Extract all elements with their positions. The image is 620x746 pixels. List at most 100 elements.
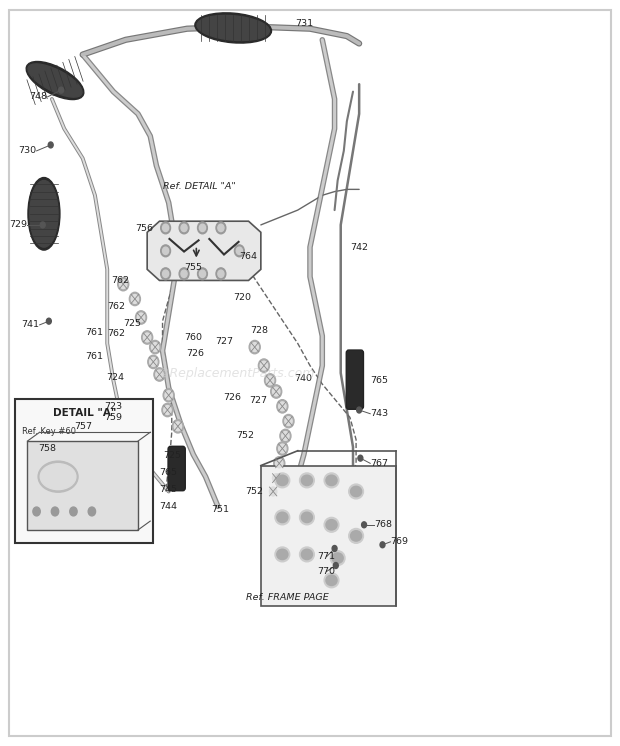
Text: 726: 726 [223,393,241,402]
Circle shape [174,422,182,430]
Text: Ref. Key #60: Ref. Key #60 [22,427,76,436]
Text: 769: 769 [391,537,409,546]
Circle shape [181,270,187,278]
Circle shape [268,485,278,498]
Text: 764: 764 [239,251,257,260]
Circle shape [276,459,283,468]
Circle shape [162,247,169,254]
Circle shape [70,507,77,516]
Text: 761: 761 [85,327,103,336]
Text: 744: 744 [159,502,177,511]
Ellipse shape [28,64,82,97]
Circle shape [138,313,144,322]
Circle shape [181,224,187,231]
Text: 723: 723 [104,402,123,411]
Circle shape [281,431,289,440]
Circle shape [120,280,127,289]
Ellipse shape [299,547,314,562]
Text: 727: 727 [249,396,267,405]
Text: 752: 752 [246,487,264,496]
Ellipse shape [332,553,343,563]
Text: 758: 758 [38,444,56,453]
Circle shape [283,415,294,427]
Circle shape [161,222,171,233]
Text: 742: 742 [350,242,368,251]
Text: Ref. DETAIL "A": Ref. DETAIL "A" [162,182,235,191]
Circle shape [273,474,280,483]
Text: 748: 748 [30,93,48,101]
Text: 765: 765 [159,468,177,477]
Circle shape [280,429,291,442]
Circle shape [361,522,366,527]
Circle shape [141,330,153,344]
Circle shape [151,342,159,351]
Circle shape [274,457,285,470]
Ellipse shape [299,473,314,488]
Ellipse shape [324,473,339,488]
Circle shape [136,311,146,324]
Circle shape [267,376,274,385]
Circle shape [234,245,244,257]
Circle shape [40,222,45,228]
Text: 731: 731 [294,19,313,28]
Circle shape [164,406,171,415]
Circle shape [260,361,268,370]
Text: 771: 771 [317,552,335,561]
Circle shape [356,407,361,413]
Circle shape [251,342,259,351]
Circle shape [198,222,207,233]
Circle shape [148,355,159,369]
Circle shape [149,340,161,354]
Ellipse shape [277,513,288,522]
Circle shape [216,268,226,280]
Circle shape [179,222,189,233]
Circle shape [33,507,40,516]
Circle shape [273,387,280,396]
Circle shape [198,268,207,280]
Circle shape [200,270,206,278]
Ellipse shape [277,549,288,560]
Circle shape [59,87,64,93]
Circle shape [165,391,172,400]
Text: DETAIL "A": DETAIL "A" [53,408,116,418]
Text: 770: 770 [317,567,335,576]
Circle shape [172,420,184,433]
Circle shape [200,224,206,231]
Circle shape [218,224,224,231]
Text: 756: 756 [135,224,153,233]
Ellipse shape [330,551,345,565]
Circle shape [88,507,95,516]
Text: 757: 757 [74,421,92,430]
Text: 751: 751 [211,506,229,515]
Circle shape [277,442,288,455]
Ellipse shape [28,178,60,250]
Ellipse shape [197,16,269,40]
Circle shape [358,455,363,461]
Text: 767: 767 [370,459,388,468]
Circle shape [130,292,140,306]
Circle shape [270,487,277,496]
Ellipse shape [38,461,78,492]
Text: ©ReplacementParts.com: ©ReplacementParts.com [157,366,315,380]
Text: 730: 730 [19,146,37,155]
Text: 761: 761 [85,352,103,361]
Circle shape [334,562,339,568]
Ellipse shape [348,484,363,499]
Ellipse shape [350,530,361,541]
Circle shape [162,270,169,278]
Text: 726: 726 [187,349,205,358]
Ellipse shape [326,575,337,586]
Circle shape [277,400,288,413]
Text: 762: 762 [111,276,129,285]
Text: 729: 729 [9,220,27,230]
Ellipse shape [299,510,314,524]
Circle shape [218,270,224,278]
Ellipse shape [301,513,312,522]
Text: 741: 741 [22,320,40,330]
Text: 728: 728 [250,326,268,335]
Text: 724: 724 [106,373,124,382]
Circle shape [216,222,226,233]
Ellipse shape [40,464,76,489]
Circle shape [131,295,138,304]
FancyBboxPatch shape [27,441,138,530]
